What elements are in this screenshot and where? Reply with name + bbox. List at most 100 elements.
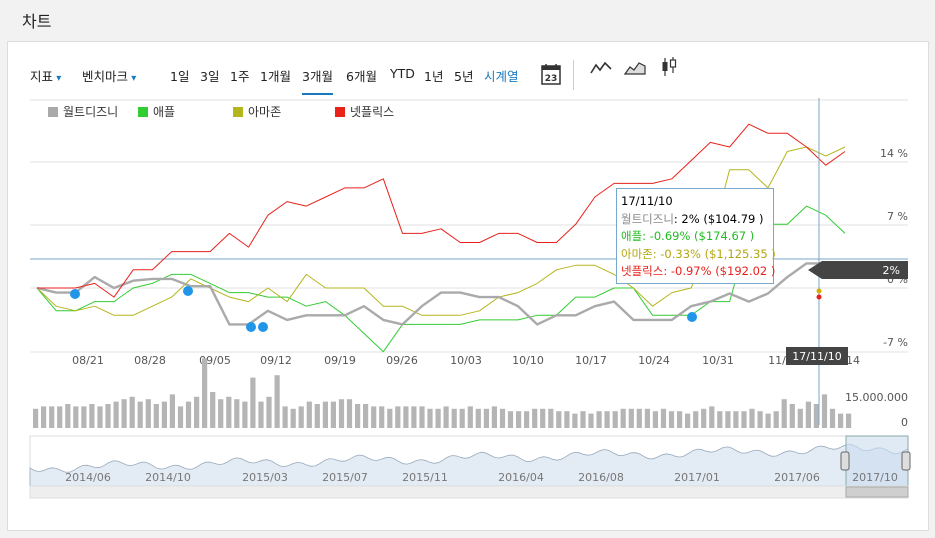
volume-bar [65,404,71,428]
navigator-date-label: 2017/10 [852,471,898,484]
navigator-handle-right [901,451,911,471]
volume-bar [427,408,433,428]
event-markers [70,286,697,332]
volume-bar [306,401,312,428]
navigator-scroll-thumb [845,486,909,498]
period-6m[interactable]: 6개월 [346,69,377,84]
x-axis: 08/21 08/28 09/05 09/12 09/19 09/26 10/03 10/10… [72,354,860,367]
legend-swatch [138,107,148,117]
volume-bar [483,408,489,428]
tooltip-row-apple: 애플: -0.69% ($174.67 ) [621,228,773,246]
volume-bar [290,408,296,428]
indicator-dropdown[interactable]: 지표 [30,66,61,85]
volume-bar [644,408,650,428]
volume-bar [652,411,658,428]
area-chart-icon[interactable] [624,60,646,76]
volume-bar [346,399,353,428]
x-tick-label: 09/12 [260,354,292,367]
period-1m[interactable]: 1개월 [260,69,291,84]
volume-axis-zero: 0 [901,416,908,429]
period-5y[interactable]: 5년 [454,69,474,84]
legend-item-amazon[interactable]: 아마존 [233,103,281,120]
volume-bar [741,411,747,428]
navigator-date-label: 2015/03 [242,471,288,484]
timeseries-link[interactable]: 시계열 [484,69,519,84]
volume-bar [596,411,602,428]
volume-bar [403,406,409,428]
navigator-date-label: 2015/07 [322,471,368,484]
volume-bar [475,408,481,428]
legend-label: 월트디즈니 [63,105,119,119]
series-line-netflix [37,123,846,298]
tooltip-value: : 2% ($104.79 ) [673,211,764,226]
volume-bar [113,401,119,428]
period-1y[interactable]: 1년 [424,69,444,84]
period-1d[interactable]: 1일 [170,69,190,84]
volume-bar [153,404,159,428]
crosshair-date-bg [786,347,848,365]
volume-bar [717,411,723,428]
volume-bar [749,408,755,428]
volume-bar [636,408,642,428]
volume-bar [846,413,852,428]
x-tick-label: 08/28 [134,354,166,367]
tooltip-row-disney: 월트디즈니: 2% ($104.79 ) [621,211,773,229]
volume-bar [516,411,522,428]
x-tick-label: 09/26 [386,354,418,367]
tooltip-date: 17/11/10 [621,194,673,208]
volume-bar [266,396,272,428]
x-tick-label: 11/ [768,354,786,367]
crosshair: 2% 17/11/10 [786,98,908,425]
volume-bar [105,404,111,428]
navigator-scrollbar [29,485,909,499]
period-ytd[interactable]: YTD [390,66,415,81]
volume-bar [97,406,103,428]
candlestick-chart-icon[interactable] [660,56,678,78]
navigator-date-label: 2015/11 [402,471,448,484]
volume-bar [185,401,192,428]
volume-bar [355,404,361,428]
volume-bar [813,404,819,428]
volume-bar [33,408,39,428]
legend-item-disney[interactable]: 월트디즈니 [48,103,118,120]
period-3m[interactable]: 3개월 [302,66,333,95]
tooltip-name: 넷플릭스 [621,264,664,278]
tooltip-row-amazon: 아마존: -0.33% ($1,125.35 ) [621,246,776,264]
current-value-badge: 2% [883,264,900,277]
volume-bar [757,411,763,428]
volume-bar [210,392,216,428]
volume-bar [242,401,248,428]
legend-item-netflix[interactable]: 넷플릭스 [335,103,394,120]
volume-bar [556,411,562,428]
legend-swatch [48,107,58,117]
volume-bar [459,408,465,428]
period-3d[interactable]: 3일 [200,69,220,84]
legend-item-apple[interactable]: 애플 [138,103,175,120]
volume-bar [668,411,675,428]
volume-axis-max: 15.000.000 [845,391,908,404]
navigator-selection [845,435,909,487]
navigator-handle-left [840,451,850,471]
period-1w[interactable]: 1주 [230,69,250,84]
line-chart-icon[interactable] [590,60,612,76]
volume-bar [371,406,377,428]
tooltip-row-netflix: 넷플릭스: -0.97% ($192.02 ) [621,263,775,281]
calendar-icon[interactable]: 23 [541,63,561,85]
navigator-date-label: 2016/08 [578,471,624,484]
event-marker [246,322,256,332]
tooltip-value: : -0.33% ($1,125.35 ) [652,246,776,261]
series-line-disney [36,262,846,326]
volume-bar [314,404,320,428]
x-tick-label: 08/21 [72,354,104,367]
chart-grid [30,99,908,353]
volume-bar [685,413,691,428]
event-marker [70,289,80,299]
volume-bar [250,377,256,428]
volume-bar [532,408,538,428]
volume-bar [411,406,417,428]
volume-bar [41,406,47,428]
volume-bar [789,404,795,428]
benchmark-dropdown[interactable]: 벤치마크 [82,66,136,85]
volume-bar [604,411,610,428]
